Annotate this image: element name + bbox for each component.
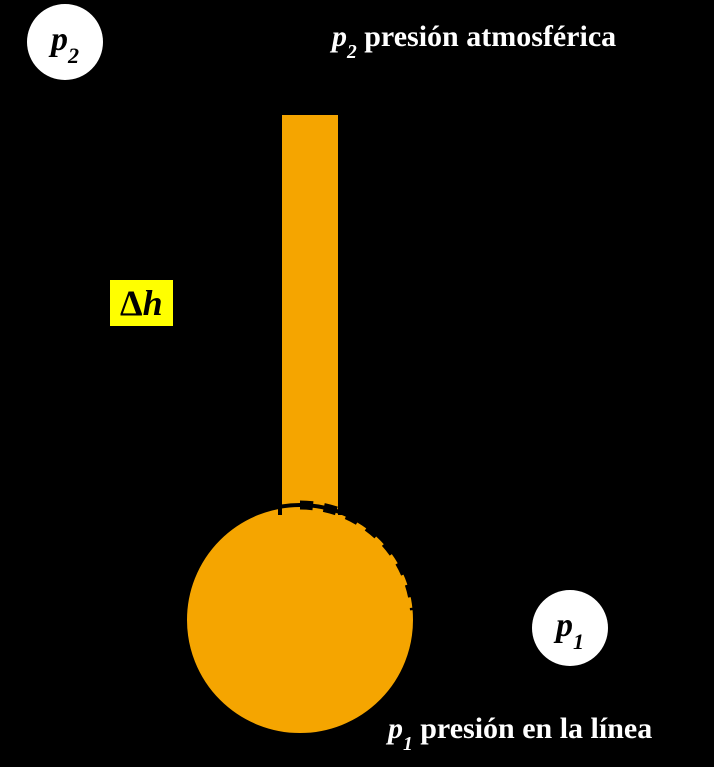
p2-caption: p2 presión atmosférica: [332, 20, 616, 59]
delta-h-var: h: [143, 283, 163, 323]
p2-circle-sub: 2: [68, 43, 79, 68]
p1-caption-sub: 1: [403, 734, 413, 755]
p1-caption: p1 presión en la línea: [388, 712, 652, 751]
p2-caption-sub: 2: [347, 42, 357, 63]
delta-h-label: Δh: [110, 280, 173, 326]
p1-caption-text: presión en la línea: [413, 712, 652, 745]
p2-circle-label: p2: [27, 4, 103, 80]
p1-circle-label: p1: [532, 590, 608, 666]
p1-circle-var: p: [556, 607, 573, 644]
p2-caption-var: p: [332, 20, 347, 53]
delta-h-delta: Δ: [120, 283, 143, 323]
diagram-svg: [0, 0, 714, 767]
p2-circle-var: p: [51, 21, 68, 58]
p1-circle-sub: 1: [573, 629, 584, 654]
p1-caption-var: p: [388, 712, 403, 745]
tube-fill: [280, 115, 340, 515]
height-arrow: [238, 122, 258, 504]
p2-caption-text: presión atmosférica: [357, 20, 616, 53]
